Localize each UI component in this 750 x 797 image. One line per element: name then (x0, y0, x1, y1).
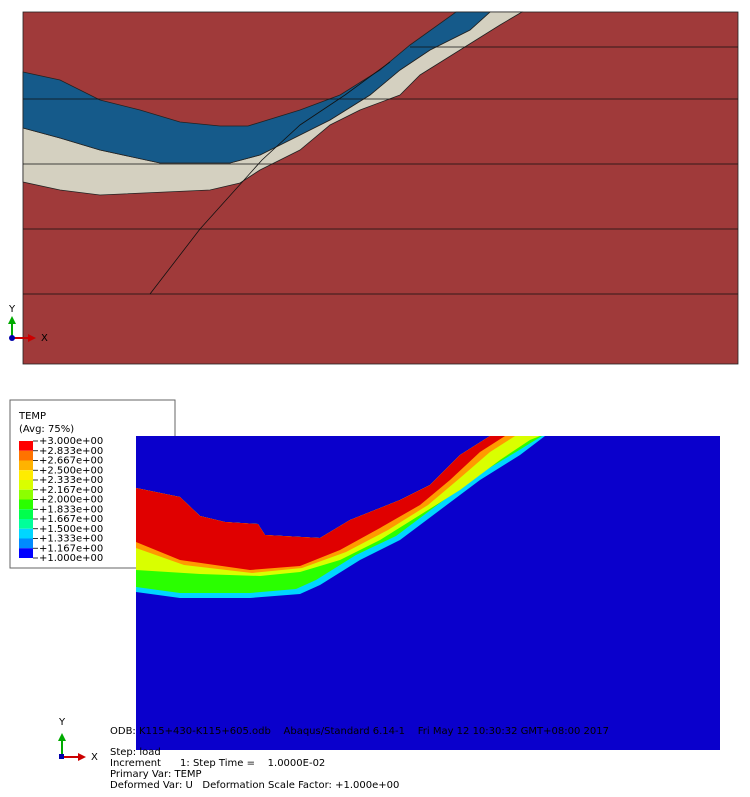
contour-band (136, 436, 505, 570)
legend-label: +1.500e+00 (39, 524, 103, 535)
info-line: Deformed Var: U Deformation Scale Factor… (110, 780, 399, 791)
axis-label: X (41, 333, 48, 344)
legend-swatch (19, 538, 33, 549)
legend-label: +1.333e+00 (39, 534, 103, 545)
axis-label: Y (58, 717, 66, 728)
legend-swatch (19, 460, 33, 471)
info-line: Step: load (110, 747, 161, 758)
surface-layer (22, 11, 492, 164)
legend-swatch (19, 528, 33, 539)
legend-swatch (19, 480, 33, 490)
legend-title: TEMP (18, 411, 46, 422)
info-block: ODB: K115+430-K115+605.odb Abaqus/Standa… (110, 726, 609, 791)
legend-swatch (19, 499, 33, 510)
legend-label: +2.167e+00 (39, 485, 103, 496)
contour-plot (136, 436, 720, 750)
legend-label: +3.000e+00 (39, 436, 103, 447)
legend-label: +2.333e+00 (39, 475, 103, 486)
partition-lines (23, 46, 738, 295)
info-line: Increment 1: Step Time = 1.0000E-02 (110, 758, 325, 769)
legend-label: +1.667e+00 (39, 514, 103, 525)
legend-label: +2.500e+00 (39, 465, 103, 476)
legend-swatch (19, 548, 33, 558)
legend-label: +2.667e+00 (39, 456, 103, 467)
info-line: Primary Var: TEMP (110, 769, 202, 780)
legend-subtitle: (Avg: 75%) (19, 424, 74, 435)
legend-swatch (19, 509, 33, 519)
axis-label: X (91, 752, 98, 763)
legend-swatch (19, 470, 33, 480)
legend-label: +2.833e+00 (39, 446, 103, 457)
legend-swatch (19, 519, 33, 529)
legend-swatch (19, 489, 33, 500)
legend-label: +1.833e+00 (39, 504, 103, 515)
triad-bottom: Y X (58, 717, 98, 763)
legend-label: +1.167e+00 (39, 543, 103, 554)
legend-swatch (19, 450, 33, 461)
legend-swatch (19, 441, 33, 451)
triad-top: Y X (8, 304, 48, 344)
top-model (22, 11, 739, 365)
axis-label: Y (8, 304, 16, 315)
legend-label: +2.000e+00 (39, 495, 103, 506)
info-line: ODB: K115+430-K115+605.odb Abaqus/Standa… (110, 726, 609, 737)
legend-label: +1.000e+00 (39, 553, 103, 564)
